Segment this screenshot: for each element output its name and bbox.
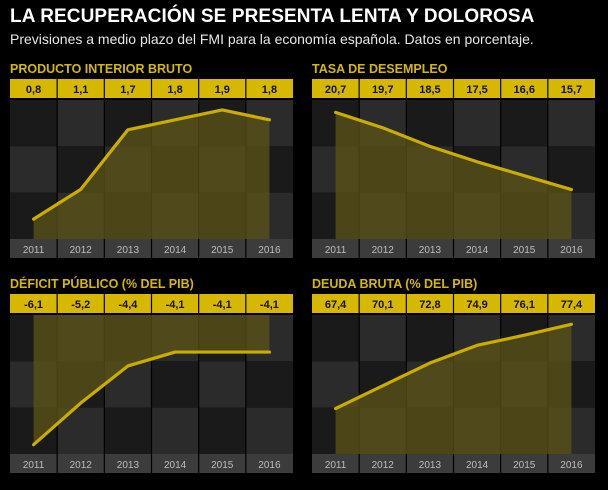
x-tick-label: 2013 (117, 460, 140, 471)
data-label: 74,9 (466, 299, 487, 311)
chart-title-deficit: DÉFICIT PÚBLICO (% DEL PIB) (10, 277, 194, 291)
x-tick-label: 2015 (513, 245, 536, 256)
page-title: LA RECUPERACIÓN SE PRESENTA LENTA Y DOLO… (10, 6, 535, 27)
x-tick-label: 2015 (211, 245, 234, 256)
series-line (31, 350, 272, 447)
page-subtitle: Previsiones a medio plazo del FMI para l… (10, 31, 534, 47)
chart-title-pib: PRODUCTO INTERIOR BRUTO (10, 62, 193, 76)
data-label: 1,8 (262, 84, 277, 96)
data-label: 1,8 (167, 84, 182, 96)
grid-cell (198, 407, 246, 454)
grid-cell (547, 100, 595, 147)
grid-cell (312, 315, 360, 362)
chart-pib: 0,8 2011 1,1 2012 1,7 2013 1,8 2014 1,9 2015 1,8 20… (10, 79, 293, 258)
x-tick-label: 2014 (164, 460, 187, 471)
data-label: 67,4 (325, 299, 347, 311)
x-tick-label: 2014 (466, 460, 489, 471)
x-tick-label: 2011 (23, 245, 45, 256)
grid-cell (151, 407, 199, 454)
grid-cell (10, 146, 58, 193)
data-label: 16,6 (514, 84, 535, 96)
x-tick-label: 2015 (513, 460, 536, 471)
data-label: 1,7 (120, 84, 135, 96)
chart-title-desempleo: TASA DE DESEMPLEO (312, 62, 448, 76)
data-label: -6,1 (24, 299, 43, 311)
x-tick-label: 2012 (372, 245, 395, 256)
chart-desempleo: 20,7 2011 19,7 2012 18,5 2013 17,5 2014 16,6 2015… (312, 79, 595, 258)
data-label: 72,8 (419, 299, 440, 311)
chart-deuda: 67,4 2011 70,1 2012 72,8 2013 74,9 2014 76,1 2015… (312, 294, 595, 473)
series-area (335, 112, 572, 239)
grid-cell (453, 100, 501, 147)
series-area (33, 109, 270, 239)
chart-deficit: -6,1 2011 -5,2 2012 -4,4 2013 -4,1 2014 -4,1 2015… (10, 294, 293, 473)
grid-cell (245, 407, 293, 454)
x-tick-label: 2011 (325, 460, 347, 471)
data-label: 18,5 (419, 84, 440, 96)
data-label: -4,4 (118, 299, 138, 311)
grid-cell (406, 315, 454, 362)
grid-cell (198, 361, 246, 408)
data-label: 76,1 (514, 299, 535, 311)
x-tick-label: 2012 (70, 460, 93, 471)
grid-cell (104, 407, 152, 454)
x-tick-label: 2013 (117, 245, 140, 256)
x-tick-label: 2012 (70, 245, 93, 256)
data-label: 1,1 (73, 84, 88, 96)
series-area (335, 324, 572, 454)
chart-title-deuda: DEUDA BRUTA (% DEL PIB) (312, 277, 478, 291)
chart-panel-deuda: DEUDA BRUTA (% DEL PIB) 67,4 2011 70,1 2012… (312, 277, 602, 477)
data-label: 15,7 (561, 84, 582, 96)
chart-panel-pib: PRODUCTO INTERIOR BRUTO 0,8 2011 1,1 2012 1,… (10, 62, 300, 262)
chart-panel-desempleo: TASA DE DESEMPLEO 20,7 2011 19,7 2012 18,5 20… (312, 62, 602, 262)
grid-cell (359, 315, 407, 362)
x-tick-label: 2011 (325, 245, 347, 256)
x-tick-label: 2016 (560, 460, 583, 471)
x-tick-label: 2016 (258, 245, 281, 256)
data-label: -5,2 (71, 299, 90, 311)
series-line (31, 108, 272, 221)
x-tick-label: 2012 (372, 460, 395, 471)
x-tick-label: 2015 (211, 460, 234, 471)
grid-cell (245, 361, 293, 408)
series-line (333, 322, 574, 411)
grid-cell (10, 100, 58, 147)
x-tick-label: 2016 (560, 245, 583, 256)
grid-cell (57, 100, 105, 147)
x-tick-label: 2011 (23, 460, 45, 471)
data-label: 0,8 (26, 84, 41, 96)
x-tick-label: 2014 (466, 245, 489, 256)
data-label: 1,9 (215, 84, 230, 96)
x-tick-label: 2014 (164, 245, 187, 256)
x-tick-label: 2013 (419, 245, 442, 256)
data-label: -4,1 (260, 299, 279, 311)
data-label: 70,1 (372, 299, 393, 311)
data-label: 19,7 (372, 84, 393, 96)
series-line (333, 110, 574, 192)
x-tick-label: 2013 (419, 460, 442, 471)
data-label: -4,1 (166, 299, 185, 311)
grid-cell (500, 100, 548, 147)
data-label: -4,1 (213, 299, 232, 311)
x-tick-label: 2016 (258, 460, 281, 471)
data-label: 17,5 (466, 84, 487, 96)
series-area (33, 315, 270, 445)
chart-panel-deficit: DÉFICIT PÚBLICO (% DEL PIB) -6,1 2011 -5,2… (10, 277, 300, 477)
grid-cell (151, 361, 199, 408)
data-label: 77,4 (561, 299, 583, 311)
data-label: 20,7 (325, 84, 346, 96)
